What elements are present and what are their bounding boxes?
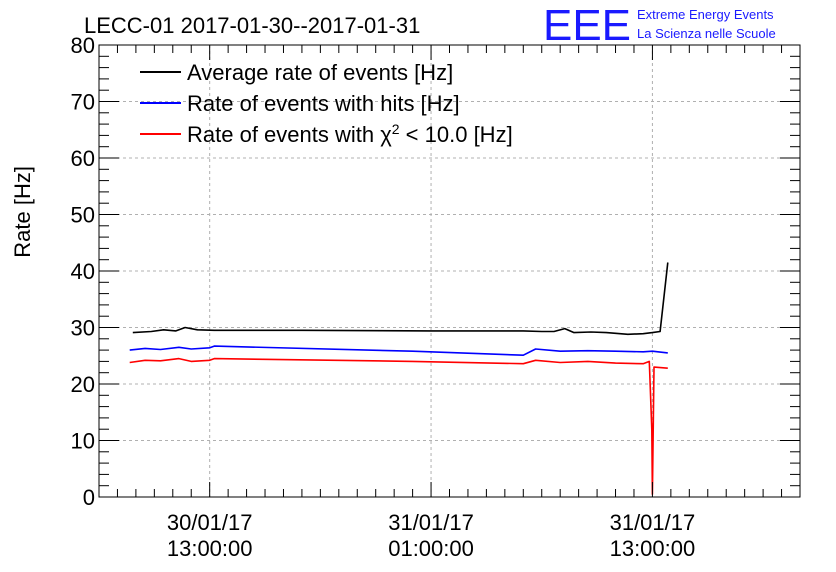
series-line-hits [129,345,668,357]
series-line-average [132,262,669,336]
x-tick-label-time: 13:00:00 [610,536,696,561]
legend-label-chi2: Rate of events with χ2 < 10.0 [Hz] [187,121,513,147]
eee-logo-mark: EEE [543,1,631,50]
logo-line-1: Extreme Energy Events [637,7,774,22]
legend: Average rate of events [Hz] Rate of even… [140,60,513,147]
logo-line-2: La Scienza nelle Scuole [637,26,776,41]
x-tick-label-date: 31/01/17 [388,510,474,535]
x-tick-label-date: 30/01/17 [167,510,253,535]
eee-logo: EEE Extreme Energy Events La Scienza nel… [543,1,776,50]
y-tick-label: 40 [71,259,95,284]
y-tick-label: 30 [71,316,95,341]
y-tick-label: 20 [71,372,95,397]
chart-title: LECC-01 2017-01-30--2017-01-31 [84,13,420,38]
series-line-chi2 [129,357,668,496]
y-tick-label: 70 [71,90,95,115]
x-tick-label-date: 31/01/17 [610,510,696,535]
x-tick-label-time: 01:00:00 [388,536,474,561]
y-tick-label: 60 [71,146,95,171]
tick-labels: 0102030405060708030/01/1713:00:0031/01/1… [71,33,696,561]
y-tick-label: 10 [71,429,95,454]
axis-ticks [98,44,801,498]
y-axis-label: Rate [Hz] [10,166,35,258]
series-lines [129,262,669,496]
y-tick-label: 80 [71,33,95,58]
y-tick-label: 50 [71,203,95,228]
legend-label-average: Average rate of events [Hz] [187,60,453,85]
y-tick-label: 0 [83,485,95,510]
x-tick-label-time: 13:00:00 [167,536,253,561]
legend-label-hits: Rate of events with hits [Hz] [187,91,460,116]
